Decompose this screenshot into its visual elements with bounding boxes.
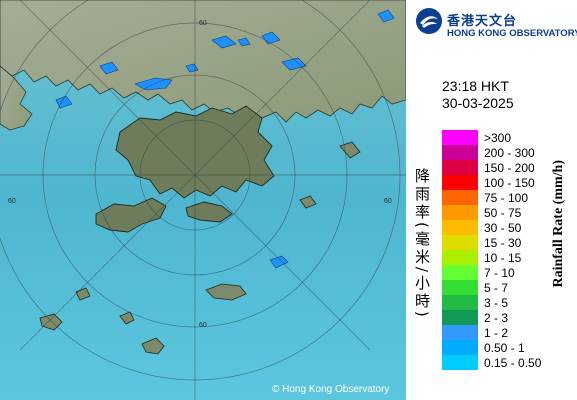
rainfall-scale: >300 200 - 300 150 - 200 100 - 150 75 - 100 5…	[442, 130, 562, 370]
legend-row: 0.50 - 1	[442, 340, 562, 355]
radar-map: 60 60 60 60 © Hong Kong Observatory	[0, 0, 406, 400]
legend-range-label: 150 - 200	[484, 161, 535, 175]
southern-island	[205, 283, 247, 301]
radar-map-canvas: 60 60 60 60	[0, 0, 406, 400]
legend-range-label: 15 - 30	[484, 236, 522, 250]
hko-logo: 香港天文台 HONG KONG OBSERVATORY	[414, 6, 577, 40]
western-peninsula	[0, 65, 33, 131]
legend-row: 1 - 2	[442, 325, 562, 340]
legend-swatch	[442, 235, 478, 250]
range-rings	[0, 0, 406, 400]
legend-range-label: 50 - 75	[484, 206, 522, 220]
legend-range-label: 3 - 5	[484, 296, 509, 310]
legend-swatch	[442, 265, 478, 280]
range-ring-label: 60	[384, 198, 392, 205]
legend-swatch	[442, 325, 478, 340]
legend-range-label: 10 - 15	[484, 251, 522, 265]
legend-swatch	[442, 205, 478, 220]
southern-island	[119, 311, 135, 325]
legend-row: 100 - 150	[442, 175, 562, 190]
legend-range-label: 200 - 300	[484, 146, 535, 160]
hong-kong-island	[185, 201, 233, 223]
legend-range-label: 30 - 50	[484, 221, 522, 235]
timestamp-time: 23:18 HKT	[442, 78, 509, 94]
legend-swatch	[442, 310, 478, 325]
legend-row: 2 - 3	[442, 310, 562, 325]
legend-row: 50 - 75	[442, 205, 562, 220]
legend-swatch	[442, 355, 478, 370]
eastern-island	[299, 195, 317, 209]
legend-range-label: >300	[484, 131, 512, 145]
timestamp-date: 30-03-2025	[442, 95, 514, 111]
legend-row: >300	[442, 130, 562, 145]
logo-english-name: HONG KONG OBSERVATORY	[447, 28, 577, 39]
legend-swatch	[442, 295, 478, 310]
range-ring-label: 60	[8, 198, 16, 205]
legend-title-chinese-text: 降雨率(毫米/小時)	[413, 168, 431, 320]
range-ring-label: 60	[199, 20, 207, 27]
legend-range-label: 1 - 2	[484, 326, 509, 340]
legend-range-label: 0.15 - 0.50	[484, 356, 542, 370]
southern-island	[75, 287, 91, 301]
mainland-landmass	[0, 0, 406, 123]
legend-panel: 香港天文台 HONG KONG OBSERVATORY 23:18 HKT 30…	[406, 0, 577, 400]
legend-swatch	[442, 130, 478, 145]
legend-row: 7 - 10	[442, 265, 562, 280]
legend-range-label: 0.50 - 1	[484, 341, 525, 355]
legend-row: 200 - 300	[442, 145, 562, 160]
legend-title-english: Rainfall Rate (mm/h)	[551, 160, 577, 360]
legend-row: 150 - 200	[442, 160, 562, 175]
legend-swatch	[442, 190, 478, 205]
hko-logo-icon	[416, 8, 442, 34]
legend-row: 15 - 30	[442, 235, 562, 250]
legend-row: 3 - 5	[442, 295, 562, 310]
legend-swatch	[442, 280, 478, 295]
legend-range-label: 5 - 7	[484, 281, 509, 295]
legend-swatch	[442, 340, 478, 355]
copyright-text: © Hong Kong Observatory	[272, 384, 390, 395]
legend-row: 10 - 15	[442, 250, 562, 265]
range-ring-label: 60	[199, 322, 207, 329]
legend-swatch	[442, 160, 478, 175]
southern-island	[141, 337, 165, 355]
logo-chinese-name: 香港天文台	[447, 14, 518, 29]
legend-row: 30 - 50	[442, 220, 562, 235]
legend-range-label: 7 - 10	[484, 266, 515, 280]
legend-range-label: 2 - 3	[484, 311, 509, 325]
legend-range-label: 100 - 150	[484, 176, 535, 190]
legend-title-chinese: 降雨率(毫米/小時)	[412, 168, 442, 358]
eastern-island	[339, 141, 361, 159]
legend-range-label: 75 - 100	[484, 191, 529, 205]
legend-swatch	[442, 145, 478, 160]
legend-row: 0.15 - 0.50	[442, 355, 562, 370]
legend-swatch	[442, 220, 478, 235]
legend-swatch	[442, 175, 478, 190]
legend-title-english-text: Rainfall Rate (mm/h)	[551, 160, 566, 288]
lantau-island	[95, 197, 167, 233]
legend-row: 5 - 7	[442, 280, 562, 295]
legend-swatch	[442, 250, 478, 265]
legend-row: 75 - 100	[442, 190, 562, 205]
